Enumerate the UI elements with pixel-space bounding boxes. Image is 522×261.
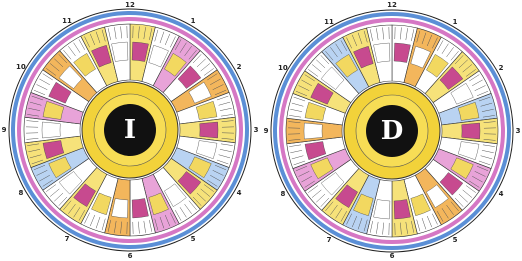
clock-number: 10 (16, 63, 26, 71)
inner-zone (42, 122, 60, 138)
clock-number: 2 (237, 63, 242, 71)
clock-number: 10 (278, 64, 288, 72)
clock-number: 4 (499, 190, 504, 198)
clock-number: 4 (237, 189, 242, 197)
clock-number: 12 (387, 1, 397, 9)
clock-number: 6 (128, 252, 133, 260)
clock-number: 8 (18, 189, 23, 197)
clock-number: 3 (254, 126, 259, 134)
inner-zone (304, 123, 322, 139)
clock-number: 7 (327, 236, 332, 244)
clock-number: 12 (125, 1, 135, 9)
clock-number: 2 (499, 64, 504, 72)
clock-number: 8 (280, 190, 285, 198)
clock-number: 9 (264, 127, 269, 135)
clock-number: 1 (191, 17, 196, 25)
clock-number: 11 (324, 18, 334, 26)
inner-zone (462, 123, 480, 139)
clock-number: 11 (62, 17, 72, 25)
clock-number: 5 (453, 236, 458, 244)
iris-chart: I121234567891011 (2, 1, 259, 260)
clock-number: 7 (65, 235, 70, 243)
clock-number: 5 (191, 235, 196, 243)
clock-number: 3 (516, 127, 521, 135)
side-letter: I (124, 115, 136, 145)
iris-chart: D121234567891011 (264, 1, 521, 260)
inner-zone (200, 122, 218, 138)
clock-number: 6 (390, 252, 395, 260)
clock-number: 1 (453, 18, 458, 26)
clock-number: 9 (2, 126, 7, 134)
side-letter: D (381, 116, 404, 146)
iridology-charts: I121234567891011D121234567891011 (0, 0, 522, 261)
